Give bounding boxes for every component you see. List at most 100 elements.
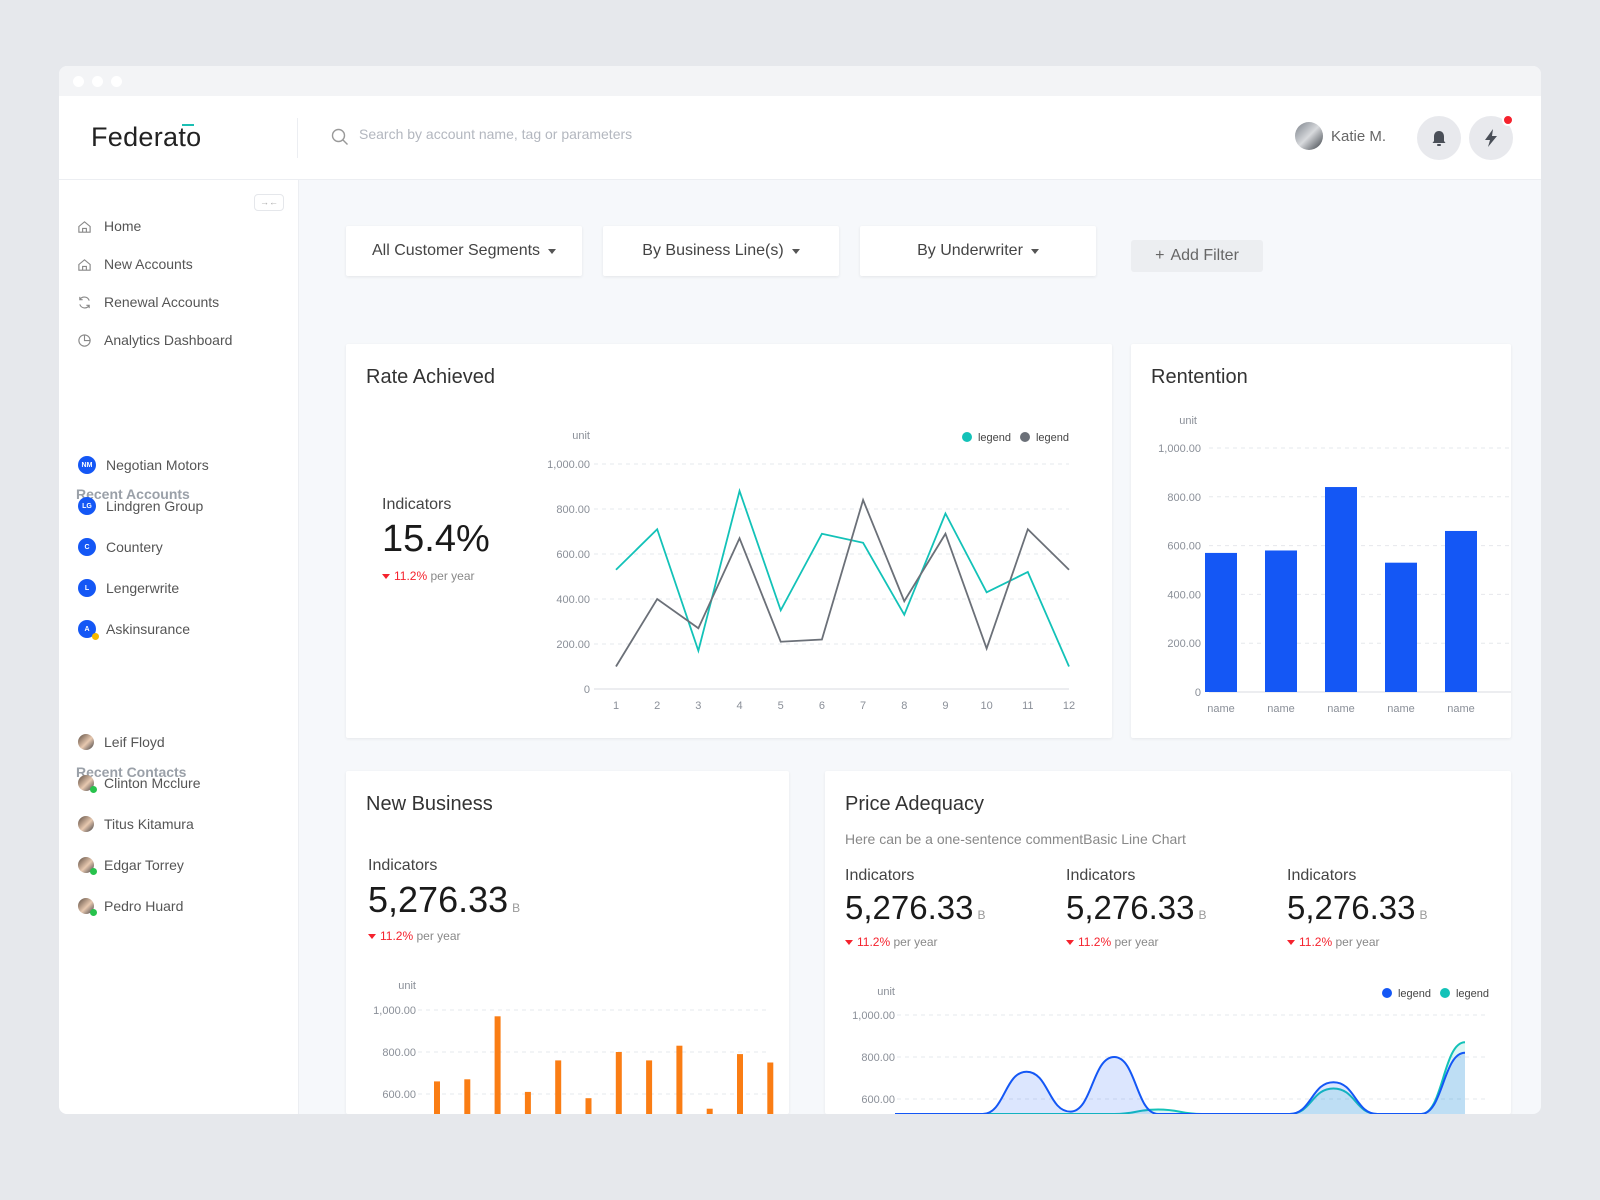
logo-accent (182, 124, 194, 126)
search-input[interactable] (359, 126, 859, 142)
account-name: Lengerwrite (106, 580, 180, 596)
y-tick-label: 600.00 (1167, 541, 1201, 553)
quick-actions-button[interactable] (1469, 114, 1514, 160)
collapse-sidebar-button[interactable]: →← (254, 194, 284, 211)
recent-contact-item[interactable]: Titus Kitamura (78, 816, 194, 832)
account-avatar: NM (78, 456, 96, 474)
contact-name: Pedro Huard (104, 898, 184, 914)
indicator-value: 5,276.33 (1287, 889, 1416, 926)
legend-swatch (1382, 988, 1392, 998)
sidebar-item-new-accounts[interactable]: New Accounts (77, 256, 193, 272)
plus-icon: + (1155, 247, 1165, 264)
sidebar-item-label: Renewal Accounts (104, 294, 220, 310)
change-suffix: per year (416, 929, 461, 943)
sidebar-item-home[interactable]: Home (77, 218, 141, 234)
indicator-unit: B (977, 908, 986, 922)
indicator-unit: B (512, 901, 521, 915)
down-arrow-icon (1066, 940, 1074, 946)
x-tick-label: 3 (695, 700, 701, 712)
notifications-button[interactable] (1417, 116, 1461, 160)
retention-card: Rentention 0 200.00 400.00 600.00 800.00 1,00… (1131, 344, 1511, 738)
card-subtitle: Here can be a one-sentence commentBasic … (845, 831, 1186, 847)
account-avatar: C (78, 538, 96, 556)
avatar (78, 898, 97, 916)
recent-contact-item[interactable]: Edgar Torrey (78, 857, 184, 875)
card-title: Price Adequacy (845, 793, 984, 815)
add-filter-button[interactable]: + Add Filter (1131, 240, 1263, 272)
bar (1385, 562, 1417, 692)
indicator-unit: B (1419, 908, 1428, 922)
account-name: Countery (106, 539, 163, 555)
recent-account-item[interactable]: LG Lindgren Group (78, 497, 203, 515)
recent-contact-item[interactable]: Pedro Huard (78, 898, 184, 916)
caret-down-icon (1030, 248, 1039, 254)
bar (646, 1060, 653, 1114)
y-tick-label: 400.00 (1167, 589, 1201, 601)
change-suffix: per year (430, 569, 475, 583)
home-icon (78, 220, 91, 233)
indicator-label: Indicators (368, 857, 438, 874)
indicator-value: 5,276.33 (368, 879, 509, 920)
recent-contacts-heading: Recent Contacts (76, 764, 187, 780)
bar (1205, 552, 1237, 692)
series-area (895, 1052, 1465, 1114)
card-title: New Business (366, 793, 493, 815)
change-value: 11.2% (380, 929, 414, 943)
bar (1265, 550, 1297, 692)
pie-chart-icon (78, 333, 91, 347)
bell-icon (1432, 131, 1446, 146)
indicator-change: 11.2% per year (1287, 935, 1427, 949)
lightning-icon (1485, 129, 1497, 147)
down-arrow-icon (382, 574, 390, 580)
title-bar (59, 66, 1541, 96)
x-tick-label: name (1327, 703, 1355, 715)
recent-account-item[interactable]: L Lengerwrite (78, 579, 179, 597)
x-tick-label: name (1267, 703, 1295, 715)
x-tick-label: 5 (778, 700, 784, 712)
x-tick-label: name (1387, 703, 1415, 715)
sidebar-item-analytics-dashboard[interactable]: Analytics Dashboard (77, 332, 232, 348)
y-tick-label: 0 (584, 684, 590, 696)
indicator-change: 11.2% per year (845, 935, 985, 949)
status-dot (90, 909, 97, 916)
logo[interactable]: Federato (91, 122, 202, 152)
indicator-value: 5,276.33 (845, 889, 974, 926)
notification-badge (1502, 114, 1514, 126)
business-line-filter[interactable]: By Business Line(s) (603, 226, 839, 276)
recent-contact-item[interactable]: Leif Floyd (78, 734, 165, 750)
sidebar: →← Home New Accounts Renewal Accounts Analy… (59, 180, 299, 1114)
y-tick-label: 1,000.00 (1158, 443, 1201, 455)
account-name: Askinsurance (106, 621, 191, 637)
user-menu[interactable]: Katie M. (1295, 122, 1386, 150)
recent-accounts-heading: Recent Accounts (76, 486, 190, 502)
add-filter-label: Add Filter (1170, 247, 1239, 264)
window-maximize-button[interactable] (111, 75, 122, 87)
bar (706, 1108, 713, 1114)
y-axis-label: unit (877, 986, 895, 998)
status-dot (90, 786, 97, 793)
avatar (1295, 122, 1323, 150)
home-icon (78, 258, 91, 271)
sidebar-item-renewal-accounts[interactable]: Renewal Accounts (77, 294, 219, 310)
recent-account-item[interactable]: A Askinsurance (78, 620, 191, 640)
sidebar-item-label: Home (104, 218, 142, 234)
x-tick-label: 10 (981, 700, 993, 712)
window-close-button[interactable] (73, 75, 84, 87)
bar (555, 1060, 562, 1114)
filter-label: By Underwriter (917, 242, 1023, 259)
sidebar-item-label: New Accounts (104, 256, 193, 272)
y-tick-label: 200.00 (1167, 638, 1201, 650)
account-avatar: LG (78, 497, 96, 515)
y-tick-label: 800.00 (382, 1047, 416, 1059)
bar (1325, 487, 1357, 692)
recent-account-item[interactable]: C Countery (78, 538, 163, 556)
window-minimize-button[interactable] (92, 75, 103, 87)
account-avatar: A (78, 620, 99, 640)
recent-account-item[interactable]: NM Negotian Motors (78, 456, 209, 474)
underwriter-filter[interactable]: By Underwriter (860, 226, 1096, 276)
avatar (78, 816, 94, 832)
contact-name: Titus Kitamura (104, 816, 194, 832)
series-line (895, 1041, 1466, 1114)
recent-contact-item[interactable]: Clinton Mcclure (78, 775, 200, 793)
customer-segments-filter[interactable]: All Customer Segments (346, 226, 582, 276)
